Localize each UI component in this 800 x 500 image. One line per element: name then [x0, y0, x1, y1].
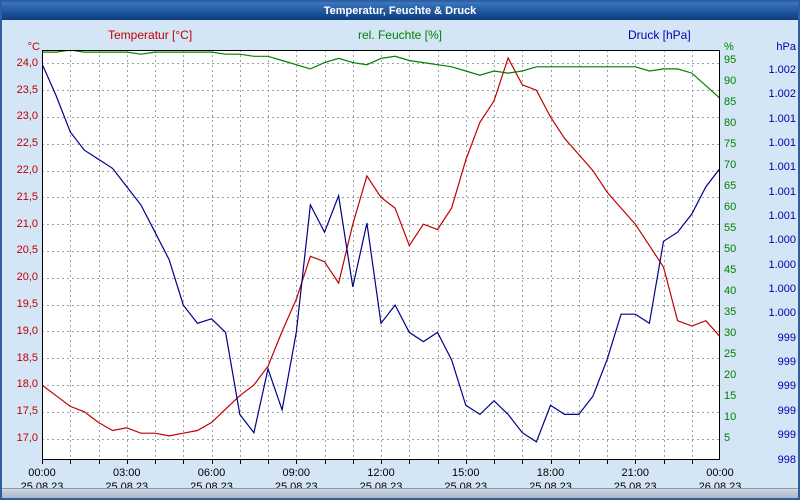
- humidity-tick-label: 15: [724, 390, 737, 403]
- pressure-series: [42, 63, 720, 443]
- temp-tick-label: 22,0: [16, 164, 38, 177]
- humidity-tick-label: 60: [724, 201, 737, 214]
- humidity-tick-label: 20: [724, 369, 737, 382]
- humidity-tick-label: 50: [724, 243, 737, 256]
- pressure-tick-label: 1.000: [768, 283, 796, 296]
- humidity-tick-label: 10: [724, 411, 737, 424]
- pressure-tick-label: 1.001: [768, 137, 796, 150]
- pressure-tick-label: 1.002: [768, 64, 796, 76]
- pressure-tick-label: 999: [777, 429, 796, 442]
- time-tick-label: 00:00: [706, 467, 734, 479]
- temp-tick-label: 17,0: [16, 432, 38, 445]
- humidity-tick-label: 40: [724, 285, 737, 298]
- humidity-tick-label: 80: [724, 117, 737, 130]
- pressure-tick-label: 999: [777, 356, 796, 369]
- time-tick-label: 00:00: [28, 467, 56, 479]
- pressure-tick-label: 999: [777, 404, 796, 417]
- humidity-axis-unit: %: [724, 41, 734, 53]
- window-title: Temperatur, Feuchte & Druck: [323, 5, 477, 17]
- humidity-tick-label: 30: [724, 327, 737, 340]
- temperature-series: [42, 56, 720, 437]
- time-tick-label: 12:00: [367, 467, 395, 479]
- temp-tick-label: 17,5: [16, 405, 38, 418]
- legend-humidity: rel. Feuchte [%]: [357, 28, 443, 42]
- legend-pressure: Druck [hPa]: [628, 28, 691, 42]
- humidity-tick-label: 35: [724, 306, 737, 319]
- pressure-tick-label: 1.002: [768, 88, 796, 101]
- plot-area: [42, 50, 720, 464]
- humidity-tick-label: 55: [724, 222, 737, 235]
- humidity-tick-label: 75: [724, 138, 737, 151]
- temp-tick-label: 18,0: [16, 378, 38, 391]
- temp-tick-label: 19,0: [16, 324, 38, 337]
- pressure-tick-label: 1.001: [768, 161, 796, 174]
- legend-temperature: Temperatur [°C]: [108, 28, 193, 42]
- temp-tick-label: 20,0: [16, 271, 38, 284]
- time-tick-label: 09:00: [282, 467, 311, 479]
- temp-tick-label: 23,5: [16, 83, 38, 96]
- humidity-tick-label: 95: [724, 54, 737, 66]
- pressure-axis-unit: hPa: [776, 41, 796, 53]
- pressure-tick-label: 1.000: [768, 258, 796, 271]
- pressure-tick-label: 1.001: [768, 210, 796, 223]
- time-tick-label: 18:00: [536, 467, 565, 479]
- humidity-tick-label: 90: [724, 75, 737, 88]
- temp-tick-label: 20,5: [16, 244, 38, 257]
- humidity-tick-label: 45: [724, 264, 737, 277]
- window-titlebar: Temperatur, Feuchte & Druck: [2, 2, 798, 20]
- temp-tick-label: 24,0: [16, 56, 38, 69]
- pressure-tick-label: 998: [777, 453, 796, 466]
- pressure-tick-label: 1.000: [768, 307, 796, 320]
- humidity-tick-label: 85: [724, 96, 737, 109]
- pressure-tick-label: 999: [777, 331, 796, 344]
- temp-tick-label: 21,0: [16, 217, 38, 230]
- pressure-tick-label: 1.001: [768, 112, 796, 125]
- humidity-tick-label: 70: [724, 159, 737, 172]
- time-tick-label: 15:00: [451, 467, 480, 479]
- temp-tick-label: 22,5: [16, 137, 38, 150]
- time-tick-label: 21:00: [621, 467, 650, 479]
- time-tick-label: 03:00: [112, 467, 141, 479]
- horizontal-scrollbar[interactable]: [2, 488, 798, 498]
- humidity-series: [42, 50, 720, 99]
- humidity-tick-label: 65: [724, 180, 737, 193]
- humidity-tick-label: 5: [724, 432, 731, 445]
- time-tick-label: 06:00: [197, 467, 226, 479]
- humidity-tick-label: 25: [724, 348, 737, 361]
- temp-tick-label: 21,5: [16, 190, 38, 203]
- pressure-tick-label: 1.000: [768, 234, 796, 247]
- pressure-tick-label: 1.001: [768, 185, 796, 198]
- temp-tick-label: 23,0: [16, 110, 38, 123]
- temp-tick-label: 19,5: [16, 298, 38, 311]
- temp-tick-label: 18,5: [16, 351, 38, 364]
- pressure-tick-label: 999: [777, 380, 796, 393]
- temp-axis-unit: °C: [27, 41, 40, 53]
